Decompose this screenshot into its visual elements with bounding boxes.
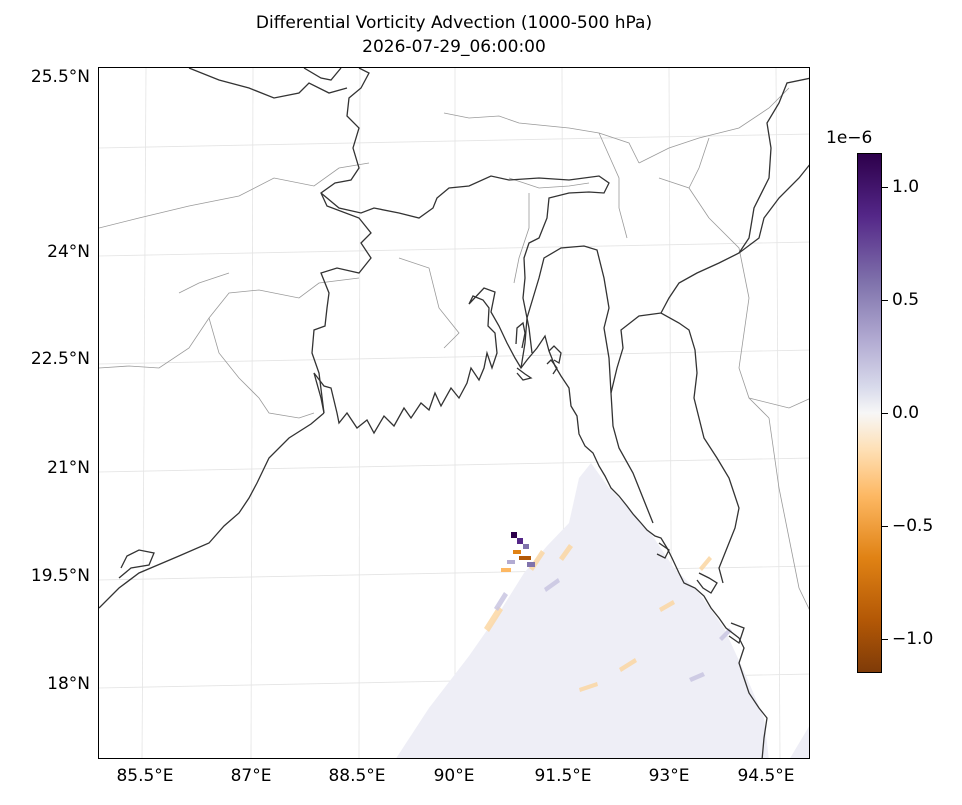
colorbar-tick: [882, 526, 888, 528]
lon-label-87: 87°E: [230, 766, 272, 786]
map-panel: [98, 67, 810, 759]
lon-label-88-5: 88.5°E: [328, 766, 386, 786]
lat-label-25-5: 25.5°N: [30, 67, 90, 87]
colorbar-tick: [882, 186, 888, 189]
colorbar-tick: [882, 639, 888, 641]
plot-timestamp: 2026-07-29_06:00:00: [362, 37, 546, 57]
colorbar-tick-label: 0.0: [892, 403, 920, 423]
colorbar-tick: [882, 413, 888, 415]
political-borders: [99, 87, 809, 610]
plot-title: Differential Vorticity Advection (1000-5…: [255, 13, 653, 33]
lat-label-22-5: 22.5°N: [30, 349, 90, 369]
colorbar-tick-label: 1.0: [892, 176, 920, 197]
vorticity-field: [396, 463, 809, 758]
colorbar-tick: [882, 299, 888, 302]
lat-label-19-5: 19.5°N: [30, 566, 90, 586]
colorbar-tick-label: −0.5: [892, 516, 934, 537]
national-borders: [188, 68, 809, 584]
lon-label-93: 93°E: [648, 766, 690, 786]
lon-label-91-5: 91.5°E: [534, 766, 592, 786]
lon-label-90: 90°E: [433, 766, 475, 786]
map-canvas: [99, 68, 809, 758]
colorbar-tick-label: 0.5: [892, 289, 920, 310]
lon-label-94-5: 94.5°E: [737, 766, 795, 786]
lon-label-85-5: 85.5°E: [116, 766, 174, 786]
colorbar-exponent: 1e−6: [826, 128, 873, 148]
lat-label-18: 18°N: [47, 674, 90, 694]
colorbar-tick-label: −1.0: [892, 629, 934, 650]
colorbar: [857, 153, 882, 673]
lat-label-21: 21°N: [47, 458, 90, 478]
lat-label-24: 24°N: [47, 242, 90, 262]
